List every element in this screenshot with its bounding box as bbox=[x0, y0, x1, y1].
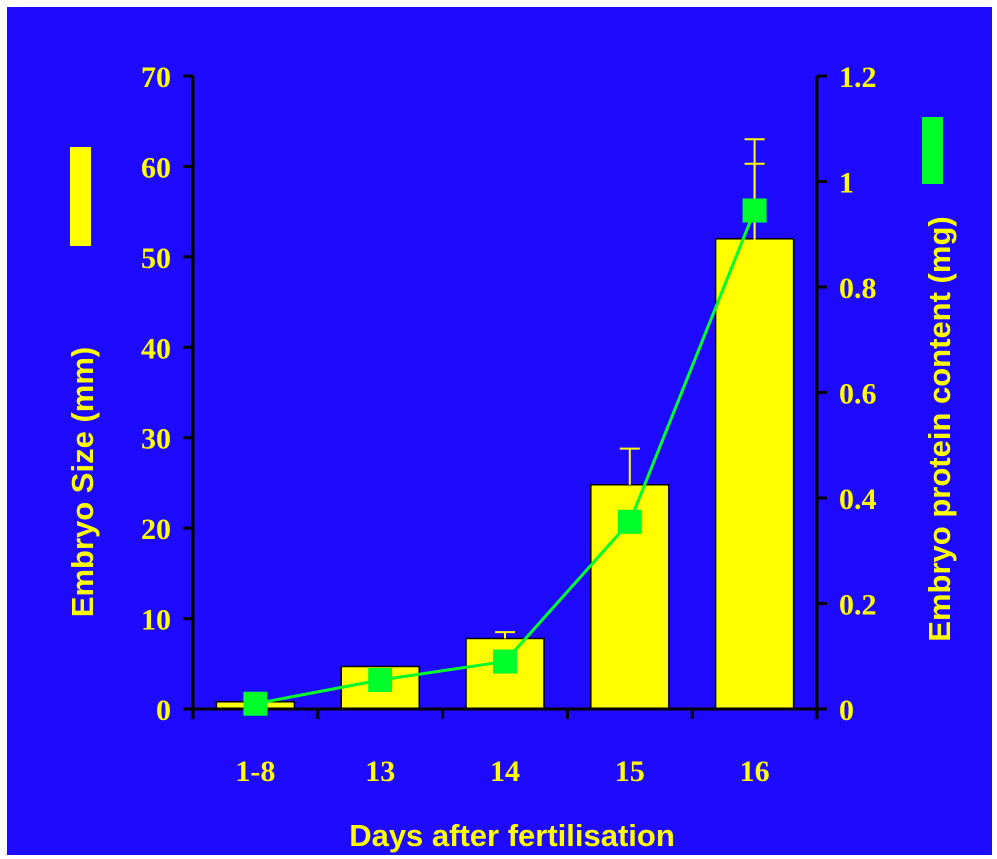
chart-canvas: Embryo Size (mm) Embryo protein content … bbox=[7, 7, 992, 855]
protein-point-1-8 bbox=[243, 691, 268, 716]
y-tick-label-right-0.2: 0.2 bbox=[839, 589, 877, 622]
y-tick-label-right-0.4: 0.4 bbox=[839, 483, 877, 516]
x-tick-label-13: 13 bbox=[365, 755, 395, 788]
y-tick-label-left-60: 60 bbox=[141, 151, 171, 184]
y-tick-label-left-10: 10 bbox=[141, 604, 171, 637]
y-tick-label-right-0: 0 bbox=[839, 694, 854, 727]
y-tick-label-left-20: 20 bbox=[141, 513, 171, 546]
protein-point-13 bbox=[368, 667, 393, 692]
y-axis-title-right: Embryo protein content (mg) bbox=[922, 216, 957, 641]
y-tick-label-right-0.8: 0.8 bbox=[839, 272, 877, 305]
y-tick-label-left-0: 0 bbox=[156, 694, 171, 727]
x-tick-label-1-8: 1-8 bbox=[235, 755, 275, 788]
x-tick-label-14: 14 bbox=[490, 755, 520, 788]
y-axis-title-left: Embryo Size (mm) bbox=[65, 347, 100, 617]
x-tick-label-15: 15 bbox=[615, 755, 645, 788]
y-tick-label-left-30: 30 bbox=[141, 423, 171, 456]
bar-14 bbox=[465, 637, 545, 710]
y-tick-label-left-40: 40 bbox=[141, 332, 171, 365]
y-tick-label-right-1.2: 1.2 bbox=[839, 61, 877, 94]
protein-point-15 bbox=[617, 509, 642, 534]
y-tick-label-right-1: 1 bbox=[839, 167, 854, 200]
bar-16 bbox=[714, 238, 795, 710]
y-tick-label-left-50: 50 bbox=[141, 242, 171, 275]
x-axis-title: Days after fertilisation bbox=[349, 818, 675, 853]
legend-swatch-protein-content bbox=[922, 117, 943, 184]
protein-line bbox=[255, 209, 756, 706]
x-tick-label-16: 16 bbox=[740, 755, 770, 788]
y-tick-label-right-0.6: 0.6 bbox=[839, 378, 877, 411]
legend-swatch-embryo-size bbox=[70, 147, 91, 246]
chart: Embryo Size (mm) Embryo protein content … bbox=[65, 61, 957, 853]
y-tick-label-left-70: 70 bbox=[141, 61, 171, 94]
protein-point-14 bbox=[493, 649, 517, 674]
protein-point-16 bbox=[742, 198, 767, 223]
